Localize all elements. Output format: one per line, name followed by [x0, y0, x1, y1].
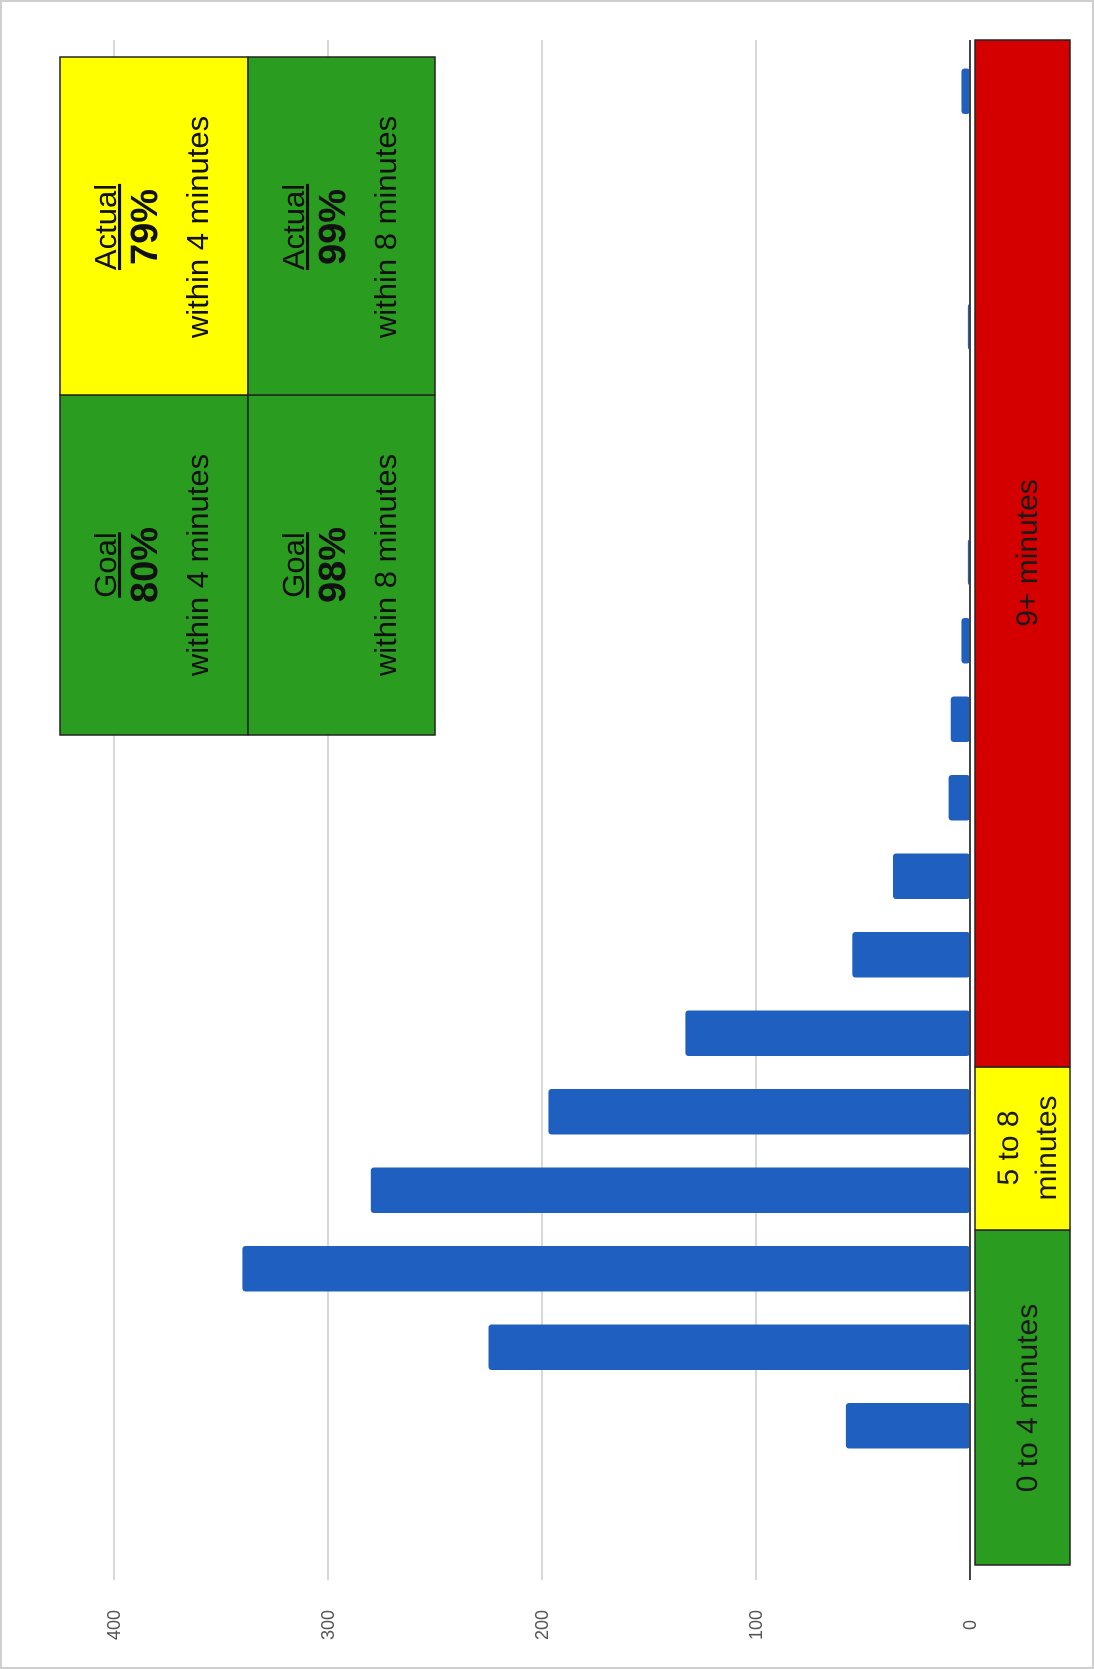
bar-1	[846, 1403, 970, 1449]
bar-5	[548, 1089, 970, 1135]
tick-label-400: 400	[104, 1610, 124, 1640]
summary-table: Goal 80% within 4 minutes Actual 79% wit…	[60, 57, 435, 735]
actual-4-value: 79%	[124, 189, 166, 265]
bar-11	[961, 618, 970, 664]
bar-9	[949, 775, 970, 821]
tick-label-100: 100	[746, 1610, 766, 1640]
goal-4-value: 80%	[124, 527, 166, 603]
bar-2	[489, 1324, 971, 1370]
actual-8-heading: Actual	[276, 184, 311, 270]
time-bands: 0 to 4 minutes 5 to 8 minutes 9+ minutes	[975, 40, 1070, 1565]
bar-10	[951, 696, 970, 742]
actual-4-heading: Actual	[88, 184, 123, 270]
band-5-to-8-label-line2: minutes	[1030, 1095, 1063, 1200]
goal-8-value: 98%	[312, 527, 354, 603]
bar-18	[961, 68, 970, 114]
goal-8-heading: Goal	[276, 532, 311, 597]
band-9-plus-label: 9+ minutes	[1011, 479, 1044, 627]
band-5-to-8-label-line1: 5 to 8	[992, 1110, 1025, 1185]
goal-8-note: within 8 minutes	[368, 454, 403, 677]
bar-6	[685, 1010, 970, 1056]
goal-4-heading: Goal	[88, 532, 123, 597]
bar-3	[242, 1246, 970, 1292]
tick-label-300: 300	[318, 1610, 338, 1640]
actual-8-note: within 8 minutes	[368, 116, 403, 339]
bar-8	[893, 853, 970, 899]
tick-label-0: 0	[960, 1620, 980, 1630]
bar-7	[852, 932, 970, 978]
actual-8-value: 99%	[312, 189, 354, 265]
tick-label-200: 200	[532, 1610, 552, 1640]
goal-4-note: within 4 minutes	[180, 454, 215, 677]
band-0-to-4-label: 0 to 4 minutes	[1011, 1304, 1044, 1492]
actual-4-note: within 4 minutes	[180, 116, 215, 339]
bar-4	[371, 1167, 970, 1213]
